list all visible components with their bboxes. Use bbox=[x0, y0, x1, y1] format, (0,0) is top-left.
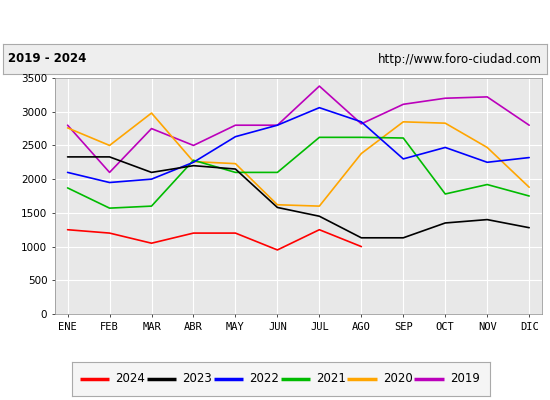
Text: 2022: 2022 bbox=[249, 372, 279, 386]
Text: http://www.foro-ciudad.com: http://www.foro-ciudad.com bbox=[378, 52, 542, 66]
Text: 2019 - 2024: 2019 - 2024 bbox=[8, 52, 86, 66]
Text: 2024: 2024 bbox=[116, 372, 145, 386]
Text: 2021: 2021 bbox=[316, 372, 346, 386]
Text: 2020: 2020 bbox=[383, 372, 412, 386]
Text: Evolucion Nº Turistas Nacionales en el municipio de Peñalba: Evolucion Nº Turistas Nacionales en el m… bbox=[25, 14, 525, 28]
Text: 2019: 2019 bbox=[450, 372, 480, 386]
Text: 2023: 2023 bbox=[182, 372, 212, 386]
